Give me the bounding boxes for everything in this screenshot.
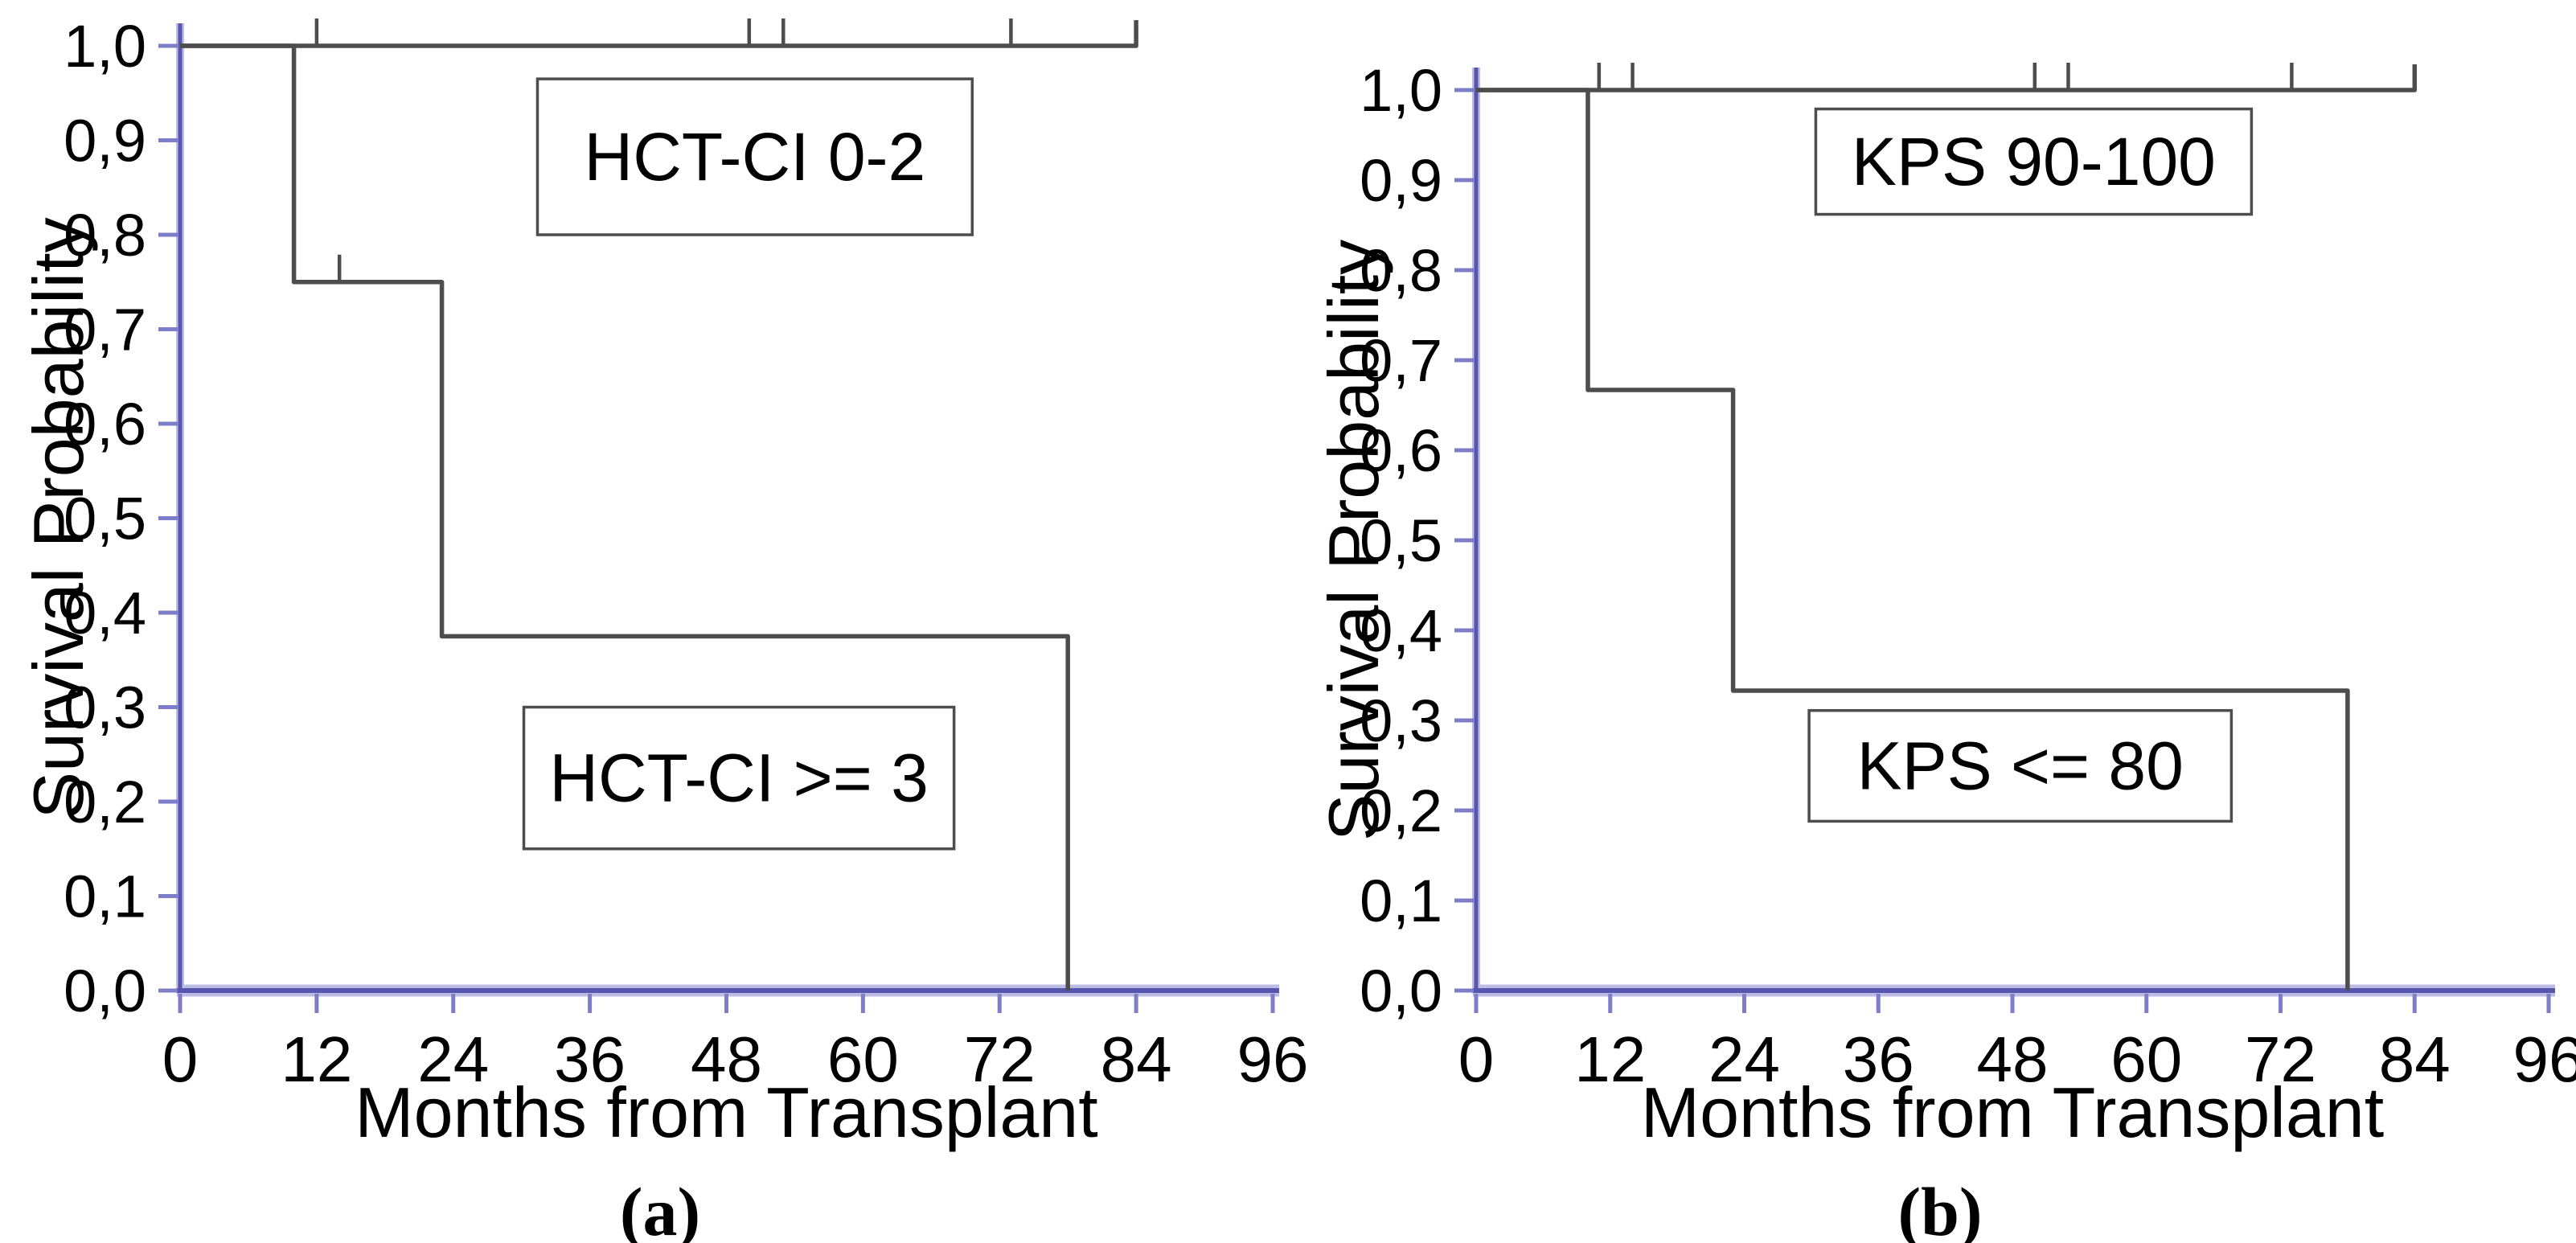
x-tick-label: 24 [417, 1024, 489, 1095]
y-tick-label: 0,8 [64, 202, 146, 269]
y-axis-title: Survival Probability [18, 217, 98, 818]
x-tick-label: 84 [2379, 1024, 2451, 1095]
legend-box-kps-90-100 [1814, 107, 2254, 216]
panel-b: 1,0 0,9 0,8 0,7 0,6 0,5 0,4 0,3 0,2 0,1 0,00 12 24 36… [1314, 57, 2576, 1243]
y-tick-label: 0,7 [64, 297, 146, 363]
x-tick-label: 12 [281, 1024, 352, 1095]
x-tick-label: 96 [2513, 1024, 2576, 1095]
legend-label-hct-ci-0-2: HCT-CI 0-2 [585, 119, 926, 195]
legend-box-kps-80 [1807, 708, 2233, 823]
panel-label: (b) [1897, 1173, 1982, 1243]
y-tick-label: 0,6 [1360, 417, 1442, 484]
y-tick-label: 0,3 [1360, 687, 1442, 754]
y-tick-label: 0,6 [64, 391, 146, 457]
panel-label: (a) [620, 1173, 700, 1243]
y-tick-label: 0,9 [1360, 147, 1442, 214]
x-tick-label: 48 [1977, 1024, 2049, 1095]
x-tick-label: 0 [162, 1024, 199, 1095]
y-axis-title: Survival Probability [1314, 240, 1393, 841]
y-tick-label: 0,1 [1360, 868, 1442, 934]
x-tick-label: 60 [2110, 1024, 2182, 1095]
panel-a: 1,0 0,9 0,8 0,7 0,6 0,5 0,4 0,3 0,2 0,1 0,00 12 24 36… [18, 13, 1308, 1243]
y-tick-label: 0,5 [64, 486, 146, 552]
y-tick-label: 1,0 [64, 13, 146, 80]
legend-box-hct-ci-3 [522, 705, 956, 851]
y-tick-label: 0,4 [64, 580, 146, 646]
y-tick-label: 0,5 [1360, 507, 1442, 574]
y-tick-label: 0,2 [1360, 777, 1442, 844]
x-tick-label: 24 [1708, 1024, 1780, 1095]
x-tick-label: 84 [1101, 1024, 1172, 1095]
legend-label-hct-ci-3: HCT-CI >= 3 [549, 740, 928, 816]
y-tick-label: 0,9 [64, 108, 146, 174]
y-tick-label: 0,0 [1360, 958, 1442, 1024]
x-tick-label: 96 [1237, 1024, 1309, 1095]
x-axis-title: Months from Transplant [1641, 1073, 2384, 1152]
survival-curve-kps-80 [1476, 88, 2350, 991]
y-tick-label: 0,3 [64, 675, 146, 741]
legend-box-hct-ci-0-2 [535, 77, 974, 236]
legend-label-kps-90-100: KPS 90-100 [1852, 124, 2216, 199]
x-axis-title: Months from Transplant [355, 1073, 1097, 1152]
survival-curve-hct-ci-0-2 [180, 20, 1138, 48]
y-tick-label: 0,7 [1360, 327, 1442, 394]
y-tick-label: 0,8 [1360, 237, 1442, 304]
y-tick-label: 1,0 [1360, 57, 1442, 124]
x-tick-label: 36 [554, 1024, 626, 1095]
x-tick-label: 72 [2245, 1024, 2316, 1095]
y-tick-label: 0,0 [64, 958, 146, 1024]
x-tick-label: 36 [1843, 1024, 1914, 1095]
x-tick-label: 60 [827, 1024, 899, 1095]
survival-curve-kps-90-100 [1476, 64, 2418, 92]
x-tick-label: 0 [1458, 1024, 1495, 1095]
x-tick-label: 72 [964, 1024, 1036, 1095]
survival-curve-hct-ci-3 [180, 43, 1070, 991]
x-tick-label: 48 [691, 1024, 762, 1095]
legend-label-kps-80: KPS <= 80 [1857, 728, 2184, 804]
y-tick-label: 0,1 [64, 864, 146, 930]
y-tick-label: 0,2 [64, 769, 146, 835]
y-tick-label: 0,4 [1360, 597, 1442, 664]
x-tick-label: 12 [1574, 1024, 1646, 1095]
